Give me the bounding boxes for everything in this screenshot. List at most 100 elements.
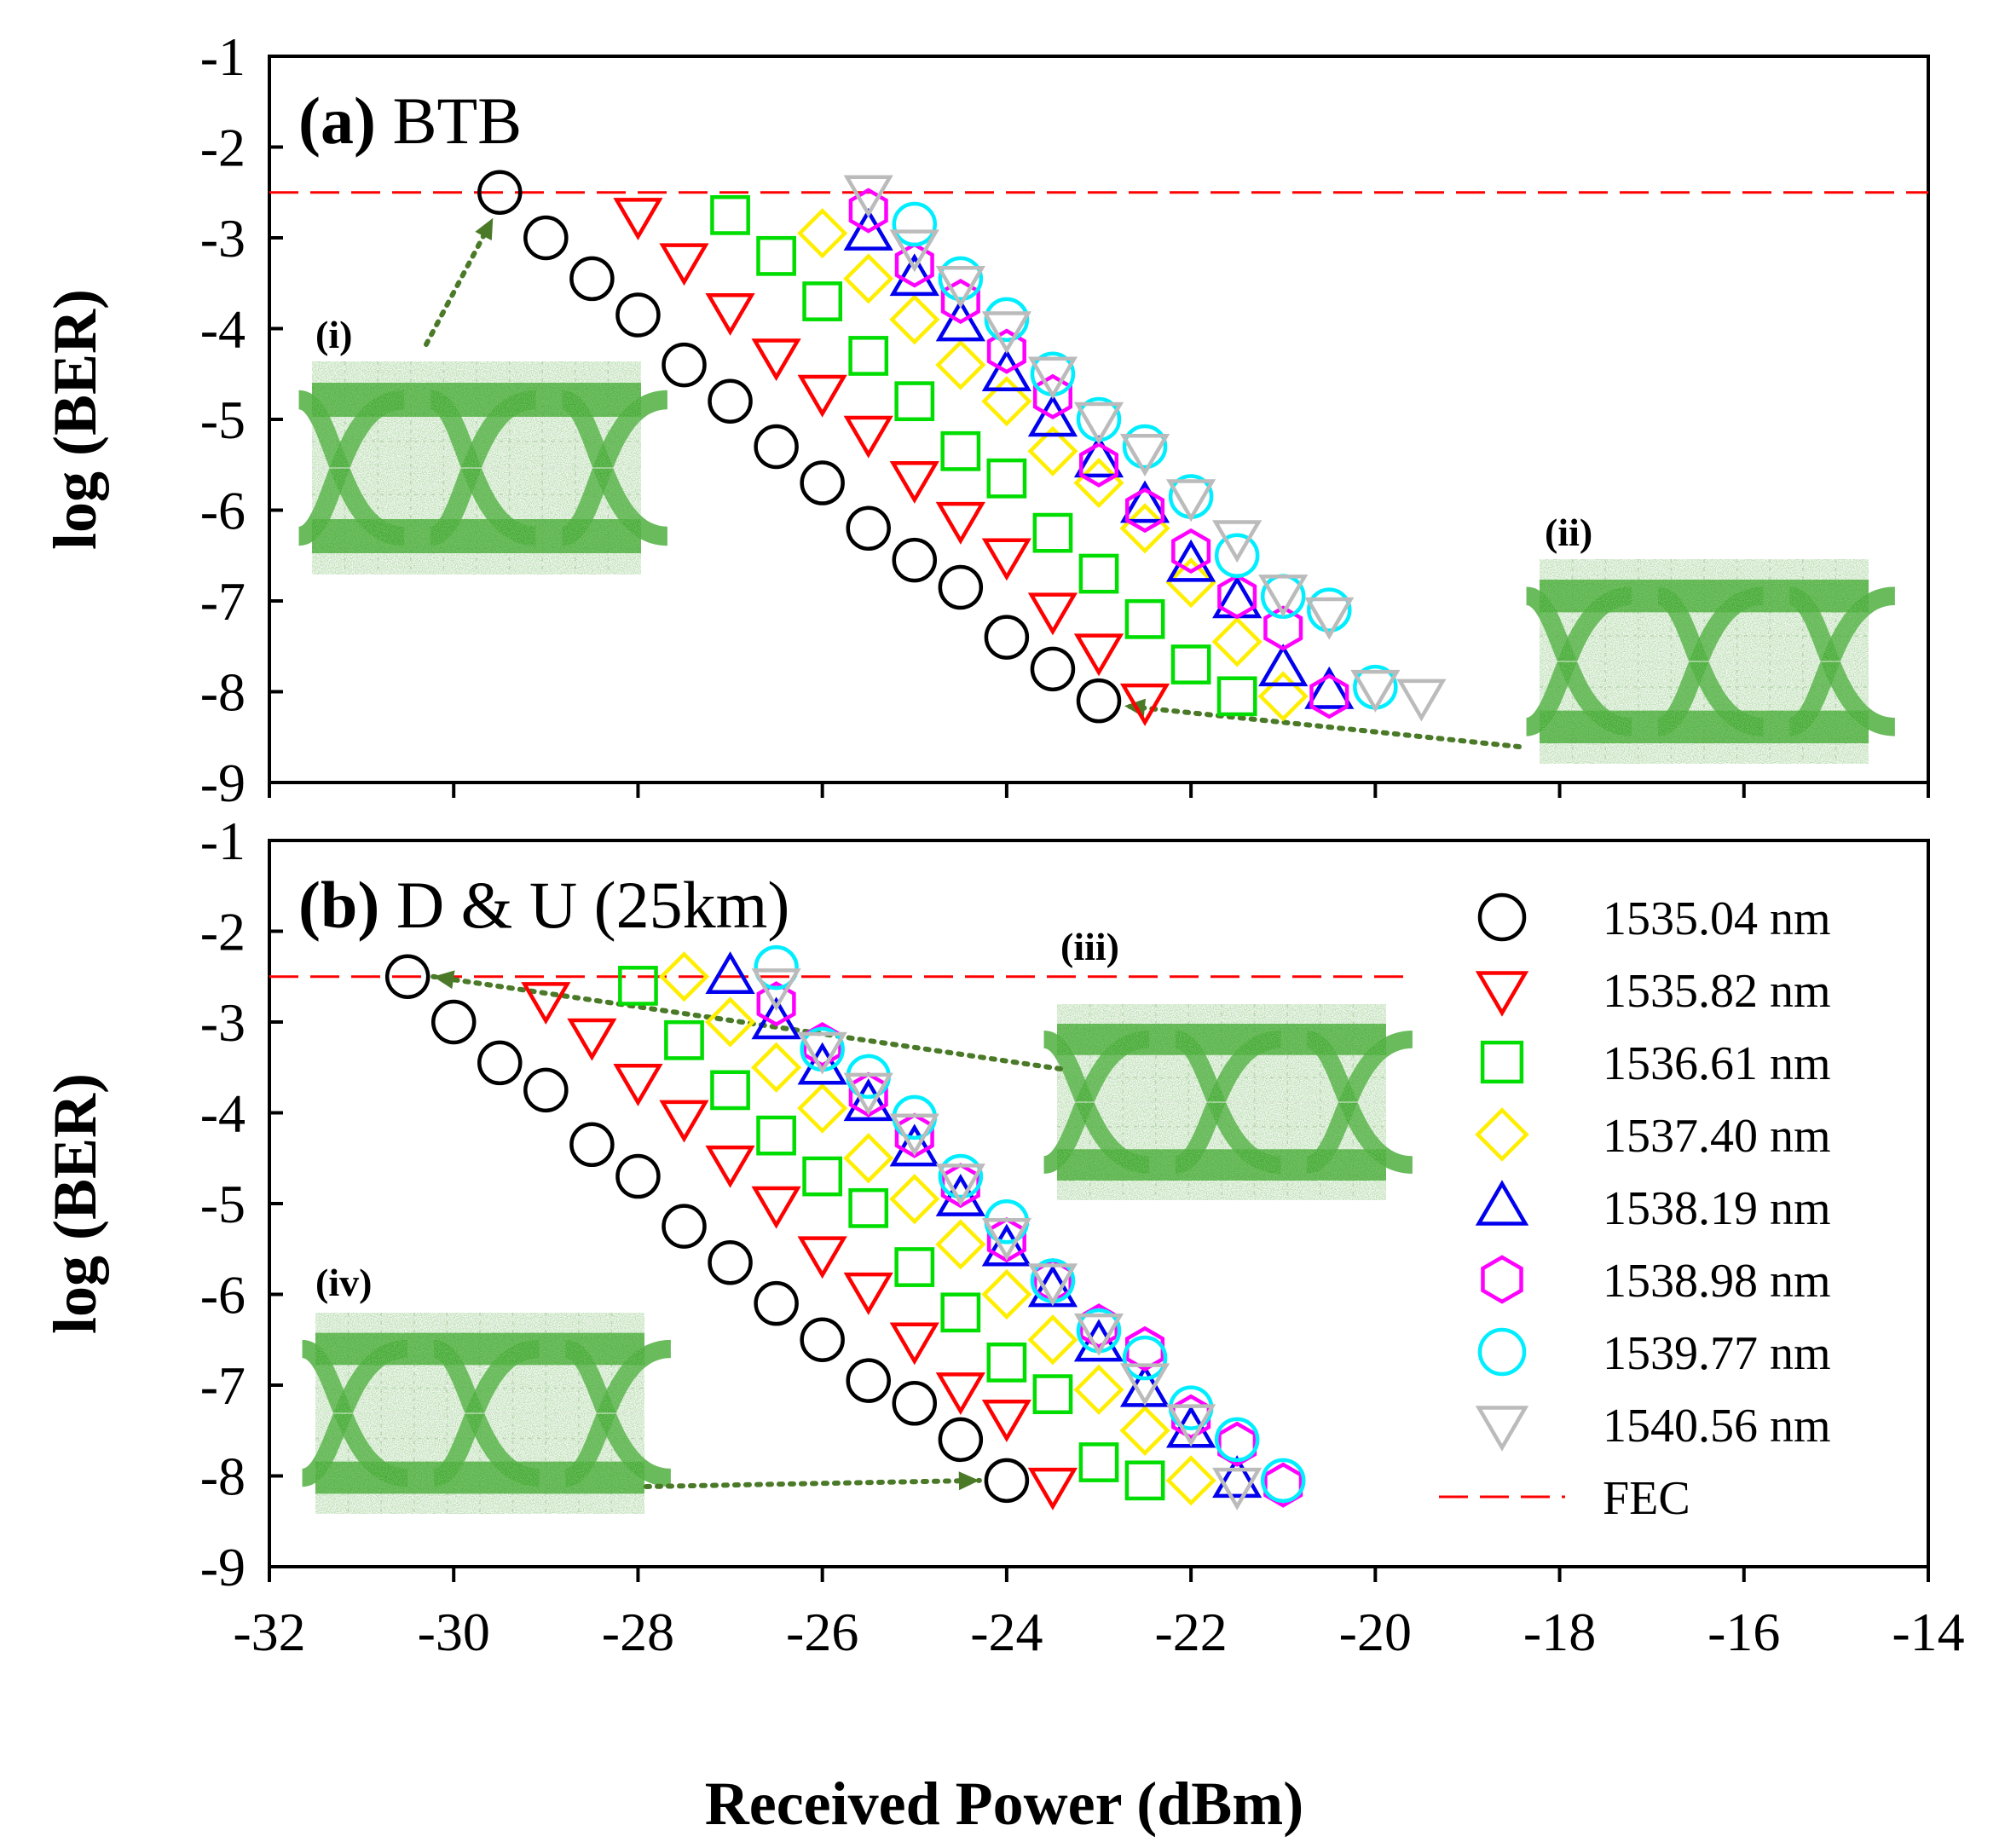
data-point <box>756 1115 796 1156</box>
eye-diagram-inset <box>300 1313 672 1514</box>
data-point <box>889 1174 940 1225</box>
data-point <box>889 253 939 297</box>
data-point <box>477 1040 523 1086</box>
data-point <box>1073 401 1124 445</box>
y-tick-label: -9 <box>200 753 246 813</box>
data-point <box>705 951 755 994</box>
inset-label: (iv) <box>315 1261 372 1304</box>
inset-arrow <box>430 970 1063 1071</box>
inset-arrow <box>644 1471 982 1491</box>
y-tick-label: -7 <box>200 571 246 632</box>
data-point <box>892 1381 938 1426</box>
data-point <box>1171 528 1211 575</box>
data-point <box>848 1187 889 1228</box>
y-tick-label: -3 <box>200 208 246 269</box>
legend-swatch <box>1475 1107 1529 1162</box>
data-point <box>1027 356 1078 400</box>
legend-entry: 1540.56 nm <box>1475 1400 1831 1452</box>
x-tick-label: -30 <box>418 1602 490 1662</box>
data-point <box>981 376 1032 427</box>
data-point <box>523 1067 569 1113</box>
data-point <box>984 297 1030 343</box>
panel-b-d-and-u: -1 -2 -3 -4 -5 -6 -7 -8 -9-32 -30 -28 -26 -24 -22 -20 -… <box>41 811 1965 1662</box>
legend-entry: 1538.98 nm <box>1481 1255 1831 1308</box>
data-point <box>569 1122 615 1168</box>
legend-label: 1538.98 nm <box>1603 1255 1831 1308</box>
data-point <box>892 537 938 583</box>
legend-label: FEC <box>1603 1472 1690 1525</box>
data-point <box>843 253 894 304</box>
data-point <box>1027 592 1078 636</box>
legend-entry: 1537.40 nm <box>1475 1107 1831 1163</box>
inset-label: (i) <box>315 313 352 356</box>
x-tick-label: -14 <box>1892 1602 1964 1662</box>
x-tick-label: -32 <box>233 1602 305 1662</box>
legend-swatch <box>1477 892 1527 942</box>
eye-diagram-inset <box>1042 1004 1413 1200</box>
legend-swatch <box>1475 1180 1529 1226</box>
x-axis-title: Received Power (dBm) <box>705 1770 1303 1838</box>
data-point <box>754 424 799 470</box>
data-point <box>521 982 571 1025</box>
data-point <box>1214 533 1260 578</box>
data-point <box>658 951 710 1002</box>
data-point <box>569 256 615 302</box>
data-point <box>1119 1363 1170 1406</box>
data-point <box>1119 434 1170 476</box>
data-point <box>981 538 1032 581</box>
legend-swatch <box>1475 1406 1529 1452</box>
panel-label: (a) BTB <box>298 84 522 158</box>
data-point <box>843 1072 893 1116</box>
data-point <box>664 1019 704 1060</box>
data-point <box>981 1223 1032 1267</box>
x-tick-label: -16 <box>1707 1602 1780 1662</box>
data-point <box>848 336 889 376</box>
data-point <box>756 235 796 276</box>
data-point <box>618 966 658 1006</box>
data-point <box>1217 574 1257 620</box>
data-point <box>384 954 430 999</box>
data-point <box>1309 673 1349 719</box>
y-tick-label: -2 <box>200 118 246 178</box>
series-153661 <box>710 195 1257 717</box>
data-point <box>1165 557 1216 609</box>
data-point <box>894 1247 935 1287</box>
data-point <box>843 1272 893 1315</box>
data-point <box>710 1070 750 1111</box>
legend-swatch <box>1481 1255 1523 1304</box>
data-point <box>751 1186 801 1229</box>
data-point <box>1124 1460 1165 1501</box>
data-point <box>848 188 888 234</box>
data-point <box>1076 678 1122 724</box>
data-point <box>1078 442 1119 488</box>
data-point <box>843 208 893 251</box>
data-point <box>797 374 847 418</box>
series-153740 <box>658 951 1216 1506</box>
data-point <box>940 1292 981 1333</box>
data-point <box>843 1133 894 1184</box>
legend-label: 1538.19 nm <box>1603 1182 1831 1235</box>
data-point <box>1212 1467 1263 1510</box>
eye-diagram-inset <box>297 361 668 575</box>
data-point <box>659 243 709 286</box>
x-tick-label: -24 <box>970 1602 1043 1662</box>
data-point <box>1073 1364 1124 1415</box>
data-point <box>892 201 938 247</box>
data-point <box>751 338 801 382</box>
series-154056 <box>751 968 1263 1510</box>
data-point <box>754 944 799 990</box>
x-tick-label: -28 <box>602 1602 674 1662</box>
data-point <box>846 505 891 552</box>
data-point <box>751 1042 802 1093</box>
data-point <box>1078 1442 1119 1482</box>
data-point <box>1260 1458 1306 1504</box>
legend-entry: 1535.04 nm <box>1477 892 1831 945</box>
data-point <box>889 229 939 273</box>
data-point <box>708 1239 753 1285</box>
data-point <box>613 1063 663 1106</box>
y-tick-label: -8 <box>200 1447 246 1507</box>
data-point <box>1165 539 1216 582</box>
series-153819 <box>843 208 1355 709</box>
data-point <box>981 1268 1032 1320</box>
data-point <box>889 1123 939 1167</box>
